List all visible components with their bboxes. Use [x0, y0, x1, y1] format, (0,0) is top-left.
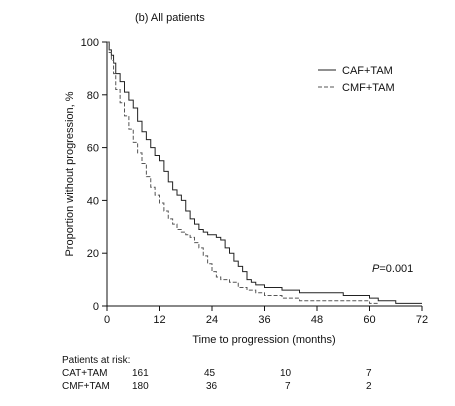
risk-value: 10 — [280, 368, 292, 379]
y-tick-label: 60 — [87, 143, 99, 155]
y-axis-label: Proportion without progression, % — [64, 91, 76, 256]
x-tick-label: 24 — [206, 314, 218, 326]
risk-value: 36 — [206, 381, 218, 392]
p-value-prefix: P — [372, 263, 380, 275]
p-value-text: =0.001 — [379, 263, 413, 275]
x-tick-label: 60 — [363, 314, 375, 326]
y-tick-label: 20 — [87, 248, 99, 260]
x-tick-label: 72 — [416, 314, 428, 326]
x-tick-label: 36 — [258, 314, 270, 326]
risk-row-label: CMF+TAM — [62, 381, 110, 392]
x-axis-label: Time to progression (months) — [192, 334, 335, 346]
x-tick-label: 0 — [104, 314, 110, 326]
x-tick-label: 12 — [153, 314, 165, 326]
chart-title: (b) All patients — [135, 12, 205, 24]
legend-label: CMF+TAM — [342, 82, 395, 94]
risk-value: 45 — [204, 368, 216, 379]
risk-row-label: CAT+TAM — [62, 368, 108, 379]
risk-value: 2 — [366, 381, 372, 392]
y-tick-label: 80 — [87, 90, 99, 102]
risk-value: 161 — [132, 368, 149, 379]
risk-value: 180 — [132, 381, 149, 392]
risk-value: 7 — [285, 381, 291, 392]
axes: 0 12 24 36 48 60 72 0 20 40 60 80 100 — [81, 37, 428, 326]
series-line-cmf-tam — [107, 41, 379, 304]
p-value-annotation: P=0.001 — [372, 263, 413, 275]
series-layer — [107, 41, 422, 304]
risk-value: 7 — [366, 368, 372, 379]
series-line-caf-tam — [107, 41, 422, 304]
x-tick-label: 48 — [311, 314, 323, 326]
y-tick-label: 0 — [93, 301, 99, 313]
legend: CAF+TAM CMF+TAM — [318, 65, 395, 94]
legend-label: CAF+TAM — [342, 65, 393, 77]
y-tick-label: 100 — [81, 37, 99, 49]
risk-table-title: Patients at risk: — [62, 355, 131, 366]
y-tick-label: 40 — [87, 195, 99, 207]
